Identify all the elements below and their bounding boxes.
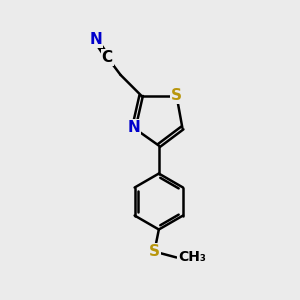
Text: C: C: [102, 50, 113, 65]
Text: S: S: [171, 88, 182, 103]
Text: N: N: [128, 120, 140, 135]
Text: CH₃: CH₃: [178, 250, 206, 265]
Text: N: N: [89, 32, 102, 47]
Text: S: S: [149, 244, 160, 259]
